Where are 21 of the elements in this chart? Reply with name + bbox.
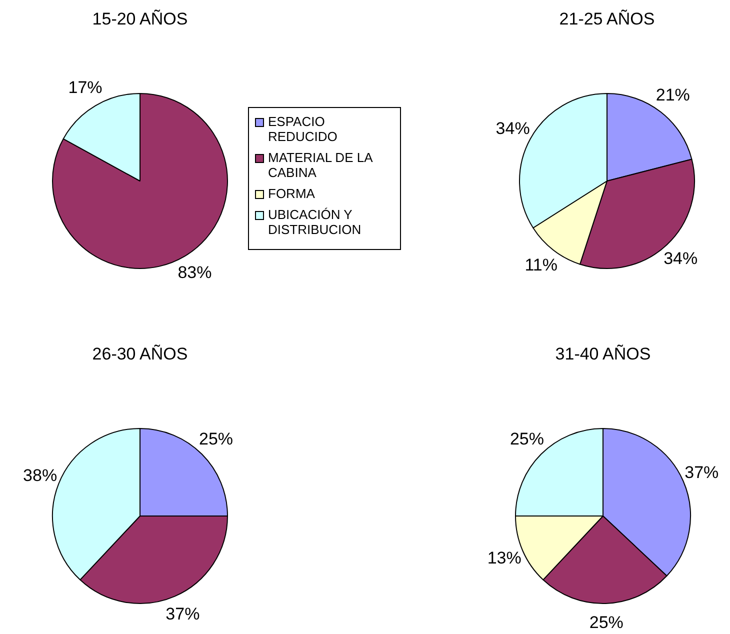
data-label: 21% bbox=[656, 86, 690, 105]
chart-title: 31-40 AÑOS bbox=[555, 344, 651, 364]
chart-title: 26-30 AÑOS bbox=[92, 344, 188, 364]
data-label: 17% bbox=[68, 78, 102, 98]
chart-title: 21-25 AÑOS bbox=[559, 10, 655, 29]
data-label: 38% bbox=[23, 466, 58, 486]
legend-label: UBICACIÓN Y DISTRIBUCION bbox=[268, 207, 362, 237]
data-label: 25% bbox=[199, 430, 234, 449]
chart-title: 15-20 AÑOS bbox=[92, 10, 188, 29]
data-label: 25% bbox=[589, 613, 624, 632]
data-label: 34% bbox=[664, 249, 698, 268]
data-label: 37% bbox=[684, 462, 719, 482]
legend-label: FORMA bbox=[268, 186, 315, 201]
data-label: 11% bbox=[524, 256, 558, 275]
data-label: 25% bbox=[510, 430, 544, 449]
legend-label: MATERIAL DE LA CABINA bbox=[268, 150, 374, 180]
data-label: 37% bbox=[166, 604, 200, 624]
data-label: 13% bbox=[487, 548, 522, 568]
data-label: 83% bbox=[178, 263, 212, 282]
legend-label: ESPACIO REDUCIDO bbox=[268, 114, 338, 144]
data-label: 34% bbox=[496, 118, 530, 138]
